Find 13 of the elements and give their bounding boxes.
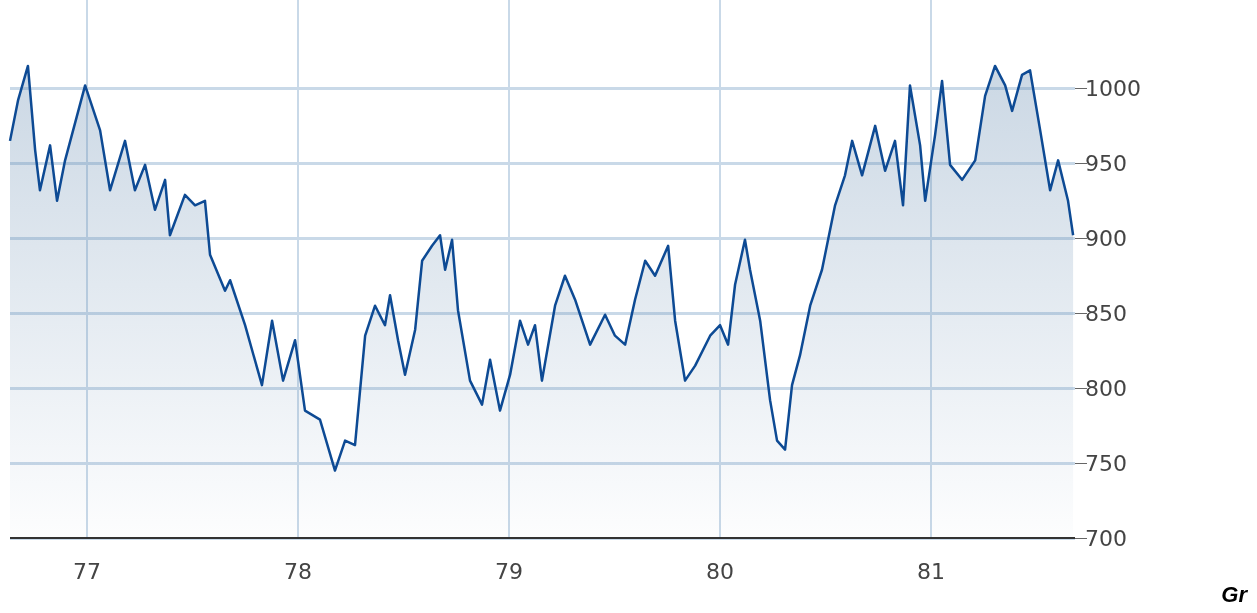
x-tick-label: 77 <box>73 558 102 584</box>
y-tick-label: 750 <box>1085 450 1127 476</box>
y-tick-label: 800 <box>1085 375 1127 401</box>
x-tick-label: 81 <box>917 558 946 584</box>
y-tick-label: 900 <box>1085 225 1127 251</box>
x-tick-label: 78 <box>284 558 313 584</box>
x-tick-label: 79 <box>495 558 524 584</box>
x-tick-label: 80 <box>706 558 735 584</box>
text: Gr <box>1221 581 1249 607</box>
y-tick-label: 1000 <box>1085 75 1141 101</box>
y-tick-label: 950 <box>1085 150 1127 176</box>
y-tick-label: 700 <box>1085 525 1127 551</box>
y-tick-label: 850 <box>1085 300 1127 326</box>
